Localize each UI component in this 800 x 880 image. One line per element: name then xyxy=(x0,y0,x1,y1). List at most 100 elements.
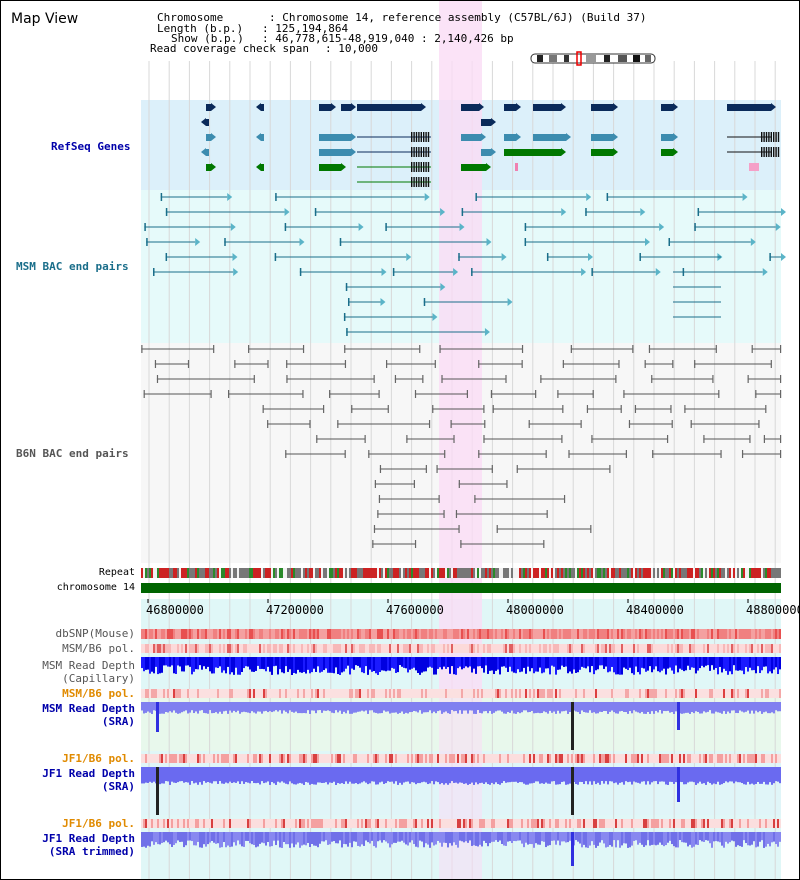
msm-depth-cap-bar xyxy=(145,657,147,670)
repeat-segment xyxy=(353,568,355,578)
repeat-segment xyxy=(531,568,533,578)
repeat-segment xyxy=(167,568,169,578)
msm-b6-pol-segment xyxy=(475,644,477,653)
msm-depth-cap-bar xyxy=(519,657,521,673)
jf1-b6-pol-segment xyxy=(287,754,289,763)
jf1-b6-pol-2-segment xyxy=(397,819,399,828)
msm-b6-pol-segment xyxy=(707,644,709,653)
bac-end xyxy=(165,208,168,216)
jf1-depth-trim-bar xyxy=(665,832,667,846)
repeat-segment xyxy=(299,568,301,578)
msm-b6-pol-2-segment xyxy=(451,689,453,698)
track-label-refseq[interactable]: RefSeq Genes xyxy=(51,140,131,153)
msm-b6-pol-segment xyxy=(437,644,439,653)
dbsnp-segment xyxy=(727,629,729,639)
msm-depth-sra-bar xyxy=(259,702,261,712)
jf1-depth-sra-bar xyxy=(293,767,295,785)
jf1-b6-pol-2-segment xyxy=(387,819,389,828)
length-value-text: 125,194,864 xyxy=(275,22,349,35)
msm-depth-sra-bar xyxy=(563,702,565,712)
bac-end xyxy=(385,223,387,231)
repeat-segment xyxy=(457,568,459,578)
repeat-segment xyxy=(553,568,555,578)
jf1-b6-pol-2-segment xyxy=(591,819,593,828)
jf1-depth-trim-bar xyxy=(203,832,205,845)
jf1-depth-trim-bar xyxy=(163,832,165,843)
msm-b6-pol-2-segment xyxy=(215,689,217,698)
msm-depth-sra-bar xyxy=(325,702,327,711)
msm-depth-cap-bar xyxy=(753,657,755,671)
bac-end-arrow xyxy=(440,208,446,216)
msm-b6-pol-2-segment xyxy=(589,689,591,698)
jf1-depth-trim-bar xyxy=(471,832,473,846)
jf1-b6-pol-segment xyxy=(719,754,721,763)
jf1-depth-sra-bar xyxy=(343,767,345,785)
jf1-b6-pol-segment xyxy=(423,754,425,763)
msm-b6-pol-segment xyxy=(499,644,501,653)
msm-depth-cap-bar xyxy=(465,657,467,667)
repeat-segment xyxy=(385,568,387,578)
msm-depth-sra-bar xyxy=(635,702,637,712)
msm-depth-sra-bar xyxy=(357,702,359,712)
dbsnp-segment xyxy=(461,629,463,639)
jf1-depth-sra-bar xyxy=(591,767,593,785)
track-label-b6n-bac[interactable]: B6N BAC end pairs xyxy=(16,447,129,460)
repeat-segment xyxy=(203,568,205,578)
msm-depth-sra-bar xyxy=(205,702,207,714)
dbsnp-segment xyxy=(151,629,153,639)
dbsnp-segment xyxy=(517,629,519,639)
dbsnp-segment xyxy=(609,629,611,639)
jf1-b6-pol-2-segment xyxy=(259,819,261,828)
jf1-depth-sra-bar xyxy=(169,767,171,785)
jf1-b6-pol-2-segment xyxy=(603,819,605,828)
msm-depth-cap-bar xyxy=(471,657,473,673)
repeat-segment xyxy=(217,568,219,578)
msm-depth-cap-bar xyxy=(291,657,293,675)
dbsnp-segment xyxy=(237,629,239,639)
dbsnp-segment xyxy=(221,629,223,639)
jf1-depth-sra-bar xyxy=(185,767,187,783)
msm-depth-sra-bar xyxy=(779,702,781,712)
gene-arrow xyxy=(211,103,216,111)
bac-end-arrow xyxy=(432,313,438,321)
jf1-depth-trim-bar xyxy=(303,832,305,845)
jf1-depth-sra-spike xyxy=(571,767,574,815)
gene-exon xyxy=(504,149,561,156)
jf1-depth-trim-bar xyxy=(591,832,593,842)
msm-depth-sra-bar xyxy=(353,702,355,713)
msm-depth-sra-bar xyxy=(525,702,527,711)
track-label-msm-bac[interactable]: MSM BAC end pairs xyxy=(16,260,129,273)
repeat-segment xyxy=(145,568,147,578)
msm-depth-cap-bar xyxy=(723,657,725,669)
jf1-b6-pol-2-segment xyxy=(679,819,681,828)
repeat-segment xyxy=(383,568,385,578)
jf1-depth-sra-bar xyxy=(711,767,713,785)
msm-depth-sra-bar xyxy=(445,702,447,712)
msm-b6-pol-2-segment xyxy=(369,689,371,698)
msm-b6-pol-segment xyxy=(387,644,389,653)
msm-depth-sra-bar xyxy=(601,702,603,712)
jf1-depth-trim-bar xyxy=(229,832,231,848)
jf1-depth-trim-bar xyxy=(511,832,513,844)
b6n-end xyxy=(329,390,331,398)
bac-end-arrow xyxy=(501,253,507,261)
dbsnp-segment xyxy=(487,629,489,639)
jf1-b6-pol-segment xyxy=(231,754,233,763)
jf1-depth-trim-bar xyxy=(609,832,611,846)
dbsnp-segment xyxy=(531,629,533,639)
dbsnp-segment xyxy=(735,629,737,639)
dbsnp-segment xyxy=(541,629,543,639)
jf1-depth-sra-bar xyxy=(165,767,167,782)
jf1-b6-pol-2-segment xyxy=(245,819,247,828)
jf1-depth-sra-bar xyxy=(153,767,155,782)
gene-exon xyxy=(515,163,518,171)
msm-depth-cap-bar xyxy=(373,657,375,672)
jf1-b6-pol-segment xyxy=(283,754,285,763)
msm-depth-sra-bar xyxy=(265,702,267,711)
repeat-segment xyxy=(371,568,373,578)
jf1-b6-pol-2-segment xyxy=(223,819,225,828)
jf1-b6-pol-2-segment xyxy=(465,819,467,828)
repeat-segment xyxy=(401,568,403,578)
msm-depth-sra-bar xyxy=(273,702,275,712)
bac-end xyxy=(668,238,671,246)
